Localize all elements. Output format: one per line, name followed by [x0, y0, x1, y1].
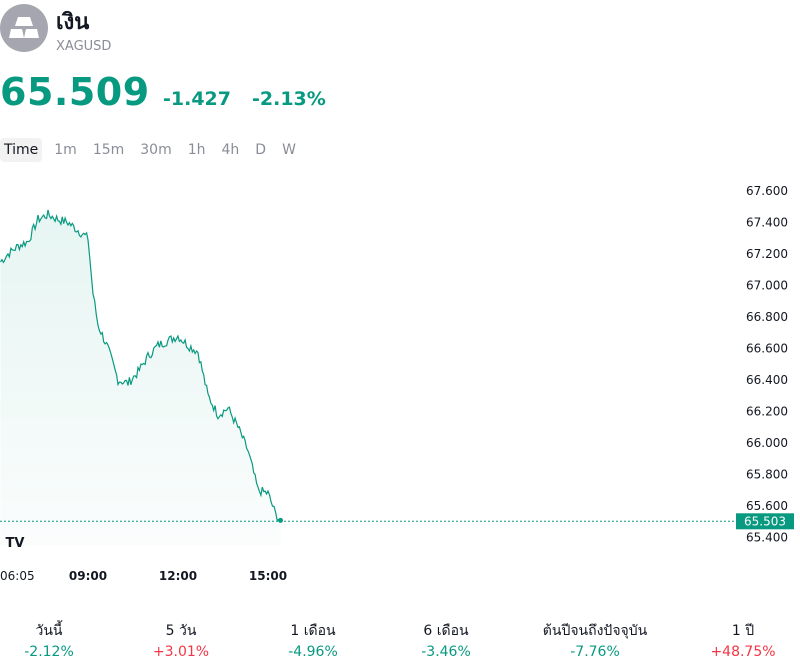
- y-tick-label: 67.000: [746, 279, 788, 293]
- y-tick-label: 66.000: [746, 436, 788, 450]
- y-tick-label: 66.200: [746, 405, 788, 419]
- stat-label: 6 เดือน: [423, 623, 469, 639]
- stat-label: 1 ปี: [731, 623, 755, 639]
- price-change-percent: -2.13%: [252, 88, 326, 110]
- current-price: 65.509: [0, 70, 150, 114]
- performance-stats: วันนี้ -2.12% 5 วัน +3.01% 1 เดือน -4.96% 6 เด…: [0, 620, 800, 664]
- tab-4h[interactable]: 4h: [221, 142, 240, 158]
- stat-item[interactable]: 5 วัน +3.01%: [111, 620, 251, 662]
- tab-d[interactable]: D: [255, 142, 267, 158]
- x-tick-label: 15:00: [249, 569, 287, 583]
- tab-1h[interactable]: 1h: [187, 142, 206, 158]
- last-price-dot: [278, 517, 283, 523]
- y-tick-label: 65.600: [746, 499, 788, 513]
- stat-label: 1 เดือน: [290, 623, 336, 639]
- timeframe-tabs: Time 1m 15m 30m 1h 4h D W: [0, 138, 308, 162]
- last-price-badge: [736, 513, 794, 530]
- instrument-symbol: XAGUSD: [56, 39, 112, 54]
- instrument-title: เงิน: [56, 10, 90, 35]
- stat-item[interactable]: 1 ปี +48.75%: [673, 620, 800, 662]
- x-tick-label: 09:00: [69, 569, 107, 583]
- tab-15m[interactable]: 15m: [92, 142, 125, 158]
- x-tick-label: 12:00: [159, 569, 197, 583]
- price-chart[interactable]: 67.600 67.400 67.200 67.000 66.800 66.600 66.4…: [0, 170, 800, 590]
- price-area: [0, 210, 281, 546]
- stat-item[interactable]: ต้นปีจนถึงปัจจุบัน -7.76%: [525, 620, 665, 662]
- x-tick-label: 06:05: [0, 569, 35, 583]
- y-tick-label: 67.600: [746, 184, 788, 198]
- stat-item[interactable]: 1 เดือน -4.96%: [243, 620, 383, 662]
- tab-time[interactable]: Time: [0, 138, 43, 162]
- price-change: -1.427: [163, 88, 231, 110]
- stat-value: +3.01%: [152, 644, 210, 660]
- stat-value: -3.46%: [421, 644, 471, 660]
- stat-value: -2.12%: [24, 644, 74, 660]
- stat-label: วันนี้: [35, 623, 63, 639]
- price-line: [0, 209, 281, 522]
- stat-label: ต้นปีจนถึงปัจจุบัน: [542, 623, 648, 639]
- last-price-label: 65.503: [744, 514, 786, 528]
- tab-30m[interactable]: 30m: [140, 142, 172, 158]
- stat-label: 5 วัน: [165, 623, 197, 639]
- y-tick-label: 67.200: [746, 247, 788, 261]
- y-tick-label: 65.400: [746, 531, 788, 545]
- stat-value: -7.76%: [570, 644, 620, 660]
- stat-item[interactable]: 6 เดือน -3.46%: [376, 620, 516, 662]
- stat-value: -4.96%: [288, 644, 338, 660]
- y-tick-label: 67.400: [746, 216, 788, 230]
- stat-item[interactable]: วันนี้ -2.12%: [0, 620, 119, 662]
- tab-1m[interactable]: 1m: [54, 142, 77, 158]
- tradingview-logo[interactable]: TV: [5, 535, 25, 551]
- y-tick-label: 66.400: [746, 373, 788, 387]
- tab-w[interactable]: W: [282, 142, 296, 158]
- stat-value: +48.75%: [710, 644, 776, 660]
- y-tick-label: 65.800: [746, 468, 788, 482]
- y-tick-label: 66.800: [746, 310, 788, 324]
- silver-bars-icon: [0, 4, 48, 52]
- y-tick-label: 66.600: [746, 342, 788, 356]
